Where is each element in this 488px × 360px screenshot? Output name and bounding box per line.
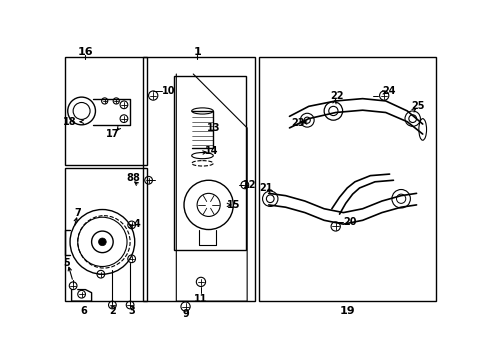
Text: 18: 18	[63, 117, 77, 127]
Text: 12: 12	[242, 180, 256, 190]
Text: 19: 19	[339, 306, 354, 316]
Text: 2: 2	[109, 306, 116, 316]
Text: 7: 7	[74, 208, 81, 217]
Text: 4: 4	[133, 219, 140, 229]
Text: 8: 8	[126, 173, 133, 183]
Text: 10: 10	[162, 86, 175, 96]
Text: 21: 21	[259, 183, 273, 193]
Text: 9: 9	[182, 309, 188, 319]
Text: 24: 24	[381, 86, 395, 96]
Bar	[65, 57, 147, 165]
Text: 13: 13	[206, 123, 220, 133]
Circle shape	[99, 238, 106, 246]
Text: 16: 16	[78, 48, 93, 58]
Bar	[258, 57, 435, 301]
Text: 22: 22	[330, 91, 343, 100]
Text: 14: 14	[204, 146, 218, 156]
Bar	[174, 76, 245, 249]
Text: 8: 8	[132, 173, 139, 183]
Text: 11: 11	[194, 294, 207, 304]
Bar	[65, 168, 147, 301]
Text: 25: 25	[410, 101, 424, 111]
Text: 20: 20	[342, 217, 356, 227]
Text: 1: 1	[193, 48, 201, 58]
Text: 6: 6	[81, 306, 87, 316]
Text: 15: 15	[226, 200, 240, 210]
Text: 3: 3	[128, 306, 135, 316]
Text: 5: 5	[62, 258, 69, 267]
Text: 17: 17	[105, 129, 119, 139]
Text: 23: 23	[291, 117, 304, 127]
Bar	[143, 57, 254, 301]
